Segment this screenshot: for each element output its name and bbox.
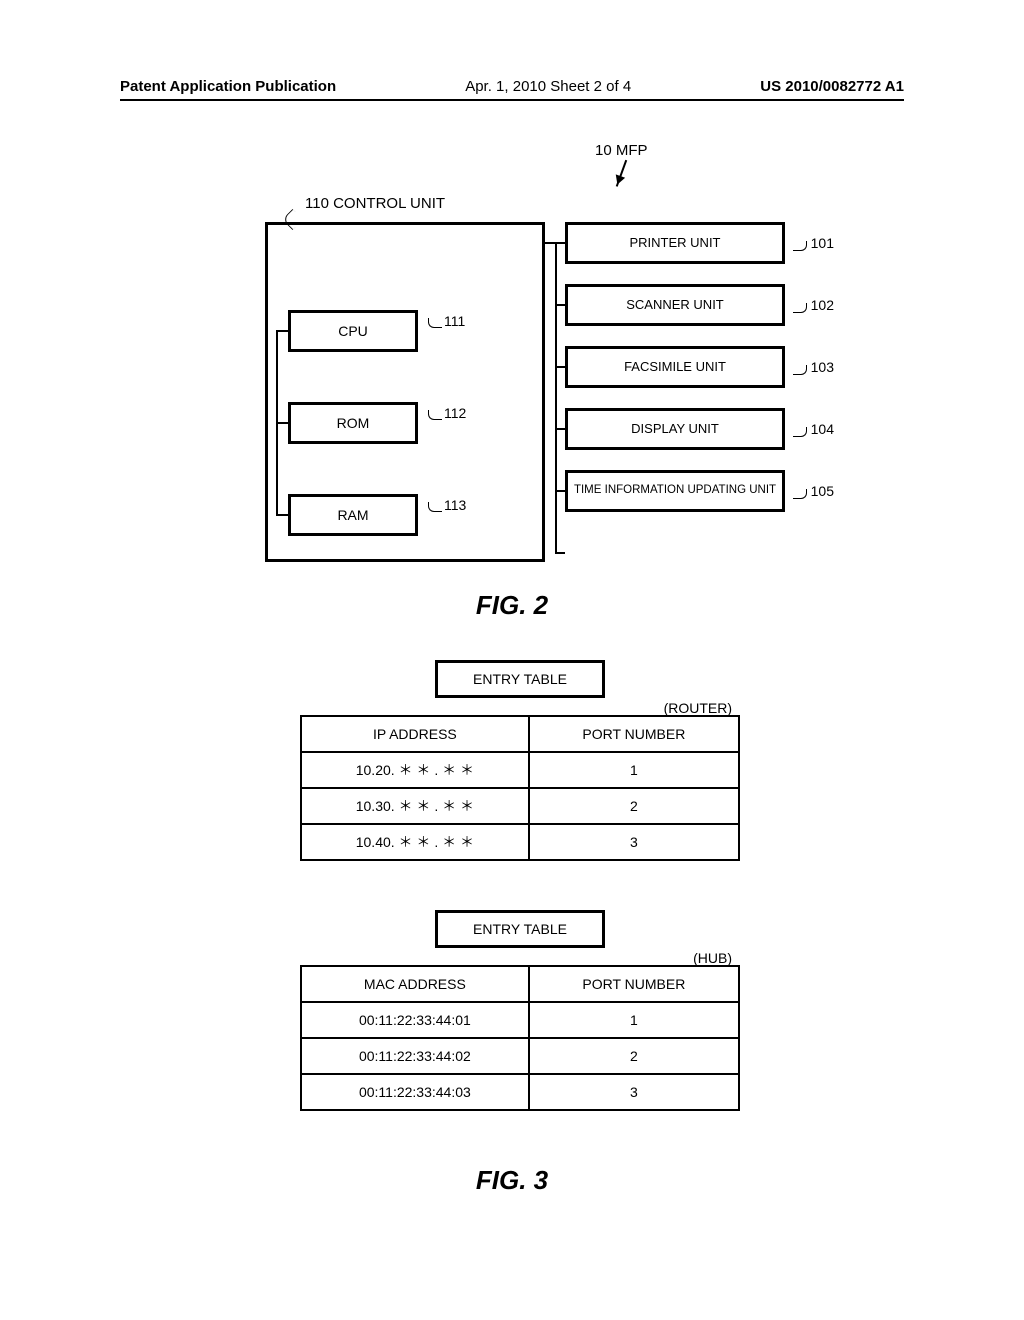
cell: 3: [529, 824, 739, 860]
table-row: 10.20. ＊ ＊ . ＊ ＊1: [301, 752, 739, 788]
cell: 00:11:22:33:44:03: [301, 1074, 529, 1110]
time-info-unit-ref: 105: [811, 483, 834, 499]
table-row: 10.30. ＊ ＊ . ＊ ＊2: [301, 788, 739, 824]
col-port: PORT NUMBER: [529, 966, 739, 1002]
cell: 2: [529, 1038, 739, 1074]
scanner-unit-box: SCANNER UNIT 102: [565, 284, 785, 326]
printer-unit-ref: 101: [811, 235, 834, 251]
ram-ref: 113: [428, 497, 466, 513]
facsimile-unit-ref: 103: [811, 359, 834, 375]
printer-unit-label: PRINTER UNIT: [630, 236, 721, 251]
rom-ref-num: 112: [444, 405, 466, 421]
conn-2: [555, 304, 565, 306]
ref-hook-icon: [428, 318, 442, 328]
cell: 10.30. ＊ ＊ . ＊ ＊: [301, 788, 529, 824]
router-title-box: ENTRY TABLE: [435, 660, 605, 698]
mfp-label: 10 MFP: [595, 142, 648, 159]
time-info-unit-label: TIME INFORMATION UPDATING UNIT: [574, 484, 776, 497]
table-header-row: IP ADDRESS PORT NUMBER: [301, 716, 739, 752]
cell: 10.40. ＊ ＊ . ＊ ＊: [301, 824, 529, 860]
router-entry-block: ENTRY TABLE (ROUTER) IP ADDRESS PORT NUM…: [300, 660, 740, 861]
cell: 00:11:22:33:44:02: [301, 1038, 529, 1074]
rom-ref: 112: [428, 405, 466, 421]
header-left: Patent Application Publication: [120, 78, 336, 95]
cell: 10.20. ＊ ＊ . ＊ ＊: [301, 752, 529, 788]
ref-hook-icon: [793, 241, 807, 251]
ref-hook-icon: [428, 410, 442, 420]
cell: 3: [529, 1074, 739, 1110]
table-row: 10.40. ＊ ＊ . ＊ ＊3: [301, 824, 739, 860]
control-unit-ref-num: 110: [305, 195, 329, 212]
page-header: Patent Application Publication Apr. 1, 2…: [120, 78, 904, 101]
table-row: 00:11:22:33:44:022: [301, 1038, 739, 1074]
mfp-text: MFP: [616, 142, 648, 159]
ref-hook-icon: [428, 502, 442, 512]
col-mac: MAC ADDRESS: [301, 966, 529, 1002]
ref-hook-icon: [793, 489, 807, 499]
ref-hook-icon: [793, 365, 807, 375]
conn-4: [555, 428, 565, 430]
table-row: 00:11:22:33:44:011: [301, 1002, 739, 1038]
cell: 1: [529, 1002, 739, 1038]
conn-6: [555, 552, 565, 554]
display-unit-ref: 104: [811, 421, 834, 437]
table-header-row: MAC ADDRESS PORT NUMBER: [301, 966, 739, 1002]
cpu-ref: 111: [428, 313, 465, 329]
ref-103: 103: [811, 359, 834, 375]
time-info-unit-box: TIME INFORMATION UPDATING UNIT 105: [565, 470, 785, 512]
printer-unit-box: PRINTER UNIT 101: [565, 222, 785, 264]
rom-box: ROM: [288, 402, 418, 444]
fig3-caption: FIG. 3: [0, 1165, 1024, 1196]
cpu-ref-num: 111: [444, 313, 465, 329]
ref-101: 101: [811, 235, 834, 251]
ref-105: 105: [811, 483, 834, 499]
control-unit-label: 110 CONTROL UNIT: [305, 195, 445, 212]
hub-title-box: ENTRY TABLE: [435, 910, 605, 948]
facsimile-unit-box: FACSIMILE UNIT 103: [565, 346, 785, 388]
router-sub: (ROUTER): [300, 700, 740, 716]
ref-hook-icon: [793, 427, 807, 437]
mfp-ref: 10: [595, 142, 612, 159]
display-unit-box: DISPLAY UNIT 104: [565, 408, 785, 450]
display-unit-label: DISPLAY UNIT: [631, 422, 719, 437]
rom-label: ROM: [337, 415, 370, 431]
bus-line-ram: [276, 514, 288, 516]
cpu-label: CPU: [338, 323, 368, 339]
mfp-arrow-icon: [616, 160, 642, 192]
conn-3: [555, 366, 565, 368]
header-mid: Apr. 1, 2010 Sheet 2 of 4: [465, 78, 631, 95]
ref-hook-icon: [793, 303, 807, 313]
col-ip: IP ADDRESS: [301, 716, 529, 752]
col-port: PORT NUMBER: [529, 716, 739, 752]
table-row: 00:11:22:33:44:033: [301, 1074, 739, 1110]
ref-104: 104: [811, 421, 834, 437]
fig2-caption: FIG. 2: [0, 590, 1024, 621]
ram-ref-num: 113: [444, 497, 466, 513]
facsimile-unit-label: FACSIMILE UNIT: [624, 360, 726, 375]
bus-line-rom: [276, 422, 288, 424]
connector-v: [555, 242, 557, 552]
hub-sub: (HUB): [300, 950, 740, 966]
ref-102: 102: [811, 297, 834, 313]
scanner-unit-ref: 102: [811, 297, 834, 313]
right-units-column: PRINTER UNIT 101 SCANNER UNIT 102 FACSIM…: [565, 222, 785, 532]
cell: 1: [529, 752, 739, 788]
scanner-unit-label: SCANNER UNIT: [626, 298, 724, 313]
bus-line-cpu: [276, 330, 288, 332]
control-unit-box: CPU 111 ROM 112 RAM 113: [265, 222, 545, 562]
cell: 00:11:22:33:44:01: [301, 1002, 529, 1038]
ram-label: RAM: [337, 507, 368, 523]
cpu-box: CPU: [288, 310, 418, 352]
header-right: US 2010/0082772 A1: [760, 78, 904, 95]
router-table: IP ADDRESS PORT NUMBER 10.20. ＊ ＊ . ＊ ＊1…: [300, 715, 740, 861]
cell: 2: [529, 788, 739, 824]
hub-entry-block: ENTRY TABLE (HUB) MAC ADDRESS PORT NUMBE…: [300, 910, 740, 1111]
hub-table: MAC ADDRESS PORT NUMBER 00:11:22:33:44:0…: [300, 965, 740, 1111]
conn-1: [555, 242, 565, 244]
conn-5: [555, 490, 565, 492]
control-unit-text: CONTROL UNIT: [333, 195, 445, 212]
ram-box: RAM: [288, 494, 418, 536]
